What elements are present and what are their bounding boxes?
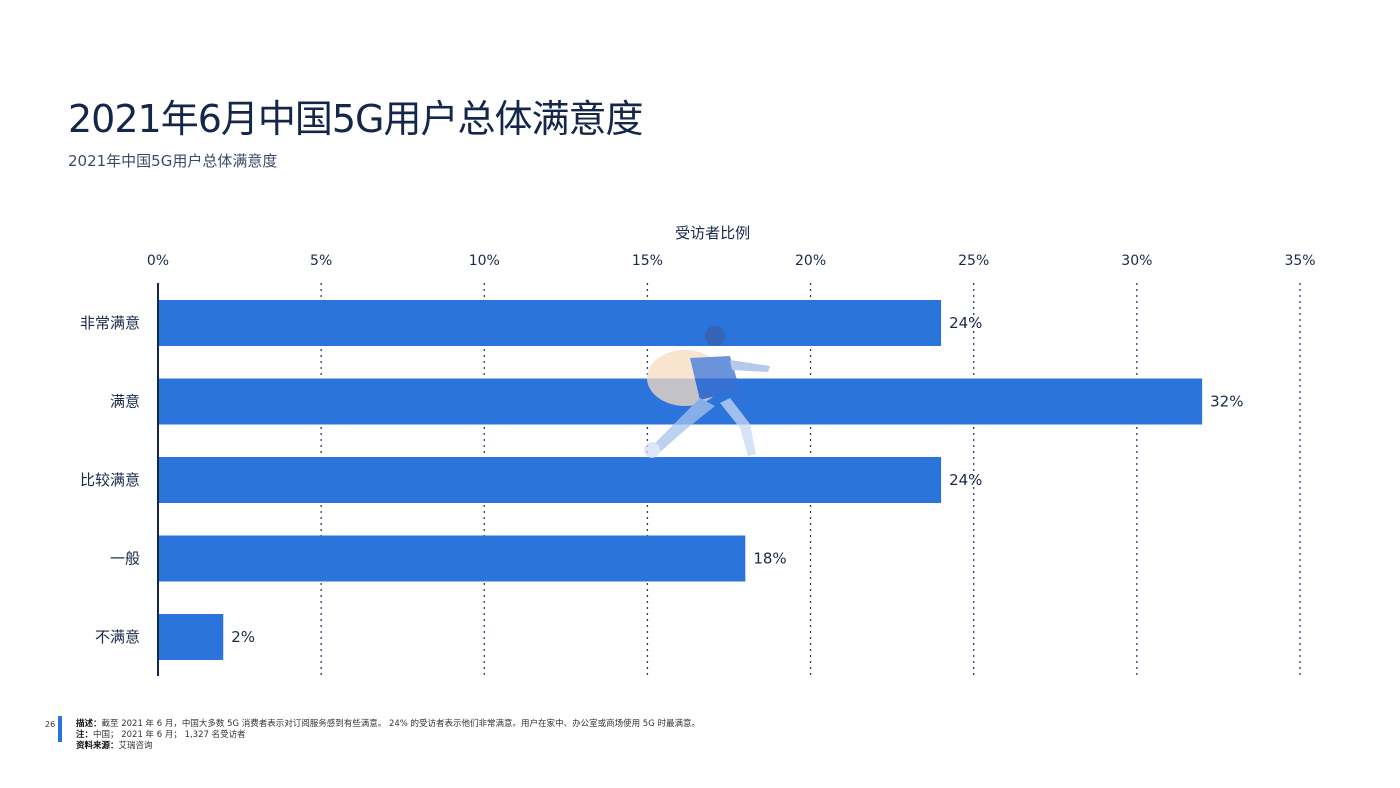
category-label: 不满意 <box>95 628 140 646</box>
value-label: 32% <box>1210 393 1243 411</box>
footer-description: 描述：截至 2021 年 6 月，中国大多数 5G 消费者表示对订阅服务感到有些… <box>76 719 700 729</box>
category-label: 比较满意 <box>80 471 140 489</box>
bar <box>158 300 942 346</box>
value-label: 24% <box>949 471 982 489</box>
bar <box>158 535 746 582</box>
bar-chart: 受访者比例 0% 5% 10% 15% 20% 25% 30% 35% 非常满意 24% 满意 32% 比… <box>80 224 1316 676</box>
x-tick-label: 20% <box>795 253 826 269</box>
bar <box>158 457 942 503</box>
footer-note: 注：中国； 2021 年 6 月； 1,327 名受访者 <box>76 730 246 740</box>
x-tick-label: 10% <box>469 253 500 269</box>
footer-source: 资料来源：艾瑞咨询 <box>76 741 153 751</box>
category-label: 满意 <box>110 393 140 411</box>
x-tick-label: 25% <box>958 253 989 269</box>
category-label: 一般 <box>110 550 140 568</box>
bar <box>158 614 224 660</box>
value-label: 18% <box>753 550 786 568</box>
page-title: 2021年6月中国5G用户总体满意度 <box>68 97 644 141</box>
footer-notes: 描述：截至 2021 年 6 月，中国大多数 5G 消费者表示对订阅服务感到有些… <box>76 719 700 752</box>
x-axis-title: 受访者比例 <box>675 224 750 242</box>
page-subtitle: 2021年中国5G用户总体满意度 <box>68 152 278 170</box>
footer-accent-bar <box>58 716 62 742</box>
x-tick-label: 15% <box>632 253 663 269</box>
x-tick-label: 5% <box>310 253 332 269</box>
x-tick-label: 30% <box>1121 253 1152 269</box>
x-tick-label: 35% <box>1284 253 1315 269</box>
value-label: 24% <box>949 314 982 332</box>
runner-illustration <box>644 326 770 458</box>
value-label: 2% <box>231 628 255 646</box>
page-number: 26 <box>45 720 56 729</box>
category-label: 非常满意 <box>80 314 140 332</box>
x-tick-label: 0% <box>147 253 169 269</box>
